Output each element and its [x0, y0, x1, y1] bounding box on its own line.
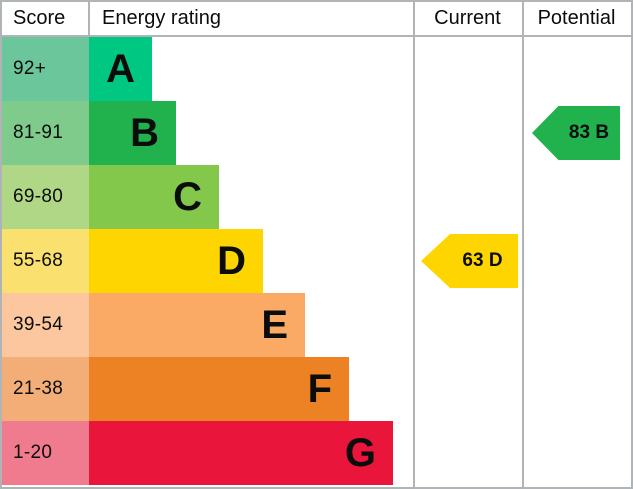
- chart-header: Score Energy rating Current Potential: [2, 2, 631, 37]
- score-column-divider: [88, 2, 90, 35]
- band-bar-c: C: [89, 165, 219, 229]
- band-score-range: 92+: [2, 37, 89, 101]
- band-letter: G: [344, 431, 376, 475]
- band-score-range: 21-38: [2, 357, 89, 421]
- band-bar-e: E: [89, 293, 305, 357]
- band-letter: D: [217, 239, 246, 283]
- band-row-b: 81-91 B: [2, 101, 631, 165]
- band-bar-a: A: [89, 37, 152, 101]
- current-rating-label: 63 D: [462, 250, 503, 271]
- potential-column-divider: [522, 2, 524, 487]
- band-letter: E: [261, 303, 288, 347]
- band-score-range: 1-20: [2, 421, 89, 485]
- band-letter: F: [307, 367, 332, 411]
- header-energy-rating: Energy rating: [102, 7, 221, 29]
- band-letter: B: [130, 111, 159, 155]
- band-bar-f: F: [89, 357, 349, 421]
- band-letter: C: [173, 175, 202, 219]
- band-row-f: 21-38 F: [2, 357, 631, 421]
- band-row-c: 69-80 C: [2, 165, 631, 229]
- band-row-g: 1-20 G: [2, 421, 631, 485]
- header-score: Score: [13, 7, 66, 29]
- potential-rating-label: 83 B: [568, 122, 610, 143]
- band-bar-d: D: [89, 229, 263, 293]
- band-score-range: 55-68: [2, 229, 89, 293]
- band-bar-b: B: [89, 101, 176, 165]
- band-row-a: 92+ A: [2, 37, 631, 101]
- header-current: Current: [434, 7, 501, 29]
- band-rows: 92+ A 81-91 B 69-80 C 55-68 D 39-54 E 21-38 F 1-20 G: [2, 37, 631, 485]
- band-letter: A: [106, 47, 135, 91]
- current-column-divider: [413, 2, 415, 487]
- header-potential: Potential: [537, 7, 616, 29]
- band-bar-g: G: [89, 421, 393, 485]
- band-row-d: 55-68 D: [2, 229, 631, 293]
- band-row-e: 39-54 E: [2, 293, 631, 357]
- band-score-range: 81-91: [2, 101, 89, 165]
- band-score-range: 69-80: [2, 165, 89, 229]
- band-score-range: 39-54: [2, 293, 89, 357]
